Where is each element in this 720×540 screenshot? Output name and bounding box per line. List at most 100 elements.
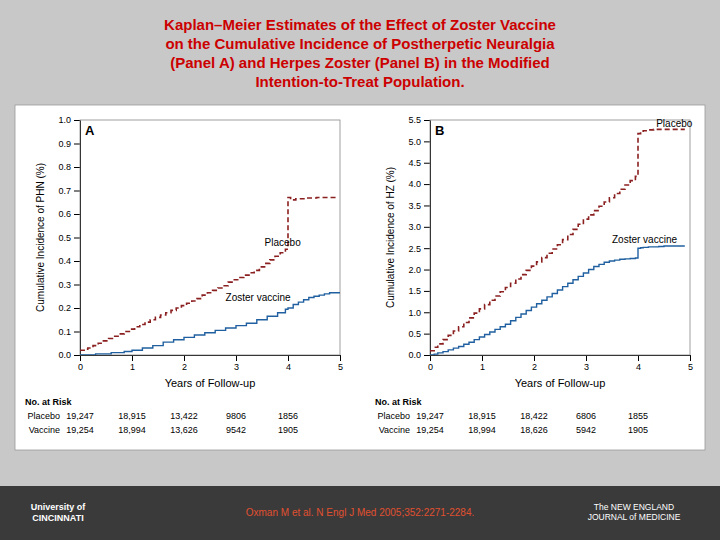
y-tick-mark [424,184,430,185]
title-line: on the Cumulative Incidence of Postherpe… [165,35,555,52]
x-tick-mark [236,355,237,361]
text-line: JOURNAL of MEDICINE [588,513,681,523]
x-tick-mark [586,355,587,361]
footer-bar [0,486,720,540]
x-tick-mark [534,355,535,361]
plot-frame [430,120,690,355]
x-tick: 0 [428,355,433,372]
y-tick-label: 0.0 [408,350,421,360]
at-risk-value: 5942 [576,425,596,435]
y-tick: 3.0 [408,222,430,232]
y-tick: 0.0 [58,350,80,360]
y-tick: 2.5 [408,244,430,254]
at-risk-value: 19,254 [416,425,444,435]
y-tick-mark [424,355,430,356]
title-line: Kaplan–Meier Estimates of the Effect of … [164,16,556,33]
at-risk-value: 18,915 [118,411,146,421]
x-tick-label: 4 [286,362,291,372]
x-tick: 1 [130,355,135,372]
panel-box [15,105,705,450]
y-tick-mark [74,285,80,286]
at-risk-row-name: Vaccine [29,425,60,435]
series-line [80,293,340,355]
y-tick: 0.7 [58,186,80,196]
y-tick: 4.5 [408,158,430,168]
x-tick-mark [132,355,133,361]
y-tick: 1.0 [408,308,430,318]
x-axis-title: Years of Follow-up [515,377,606,389]
curve-label: Zoster vaccine [226,292,291,303]
y-tick-label: 2.0 [408,265,421,275]
at-risk-value: 1905 [628,425,648,435]
at-risk-value: 18,422 [520,411,548,421]
x-tick-label: 2 [182,362,187,372]
x-tick-mark [288,355,289,361]
y-tick-label: 0.5 [58,233,71,243]
y-tick-label: 0.1 [58,327,71,337]
series-line [430,129,685,350]
series-group [80,198,340,355]
y-tick: 5.0 [408,137,430,147]
y-tick: 3.5 [408,201,430,211]
footer-text: University ofCINCINNATI [31,502,87,523]
at-risk-value: 13,626 [170,425,198,435]
curve-label: Zoster vaccine [612,234,677,245]
x-axis-line [81,356,341,362]
y-tick: 0.9 [58,139,80,149]
panel: 0123450.00.51.01.52.02.53.03.54.04.55.05… [375,115,693,435]
footer-text: Oxman M et al. N Engl J Med 2005;352:227… [246,507,474,518]
y-tick: 0.4 [58,256,80,266]
y-axis-line [424,121,431,356]
x-tick-label: 3 [234,362,239,372]
x-tick-label: 5 [688,362,693,372]
y-tick-mark [424,291,430,292]
background [0,0,720,540]
chart-title: Kaplan–Meier Estimates of the Effect of … [164,16,556,90]
plot-frame [80,120,340,355]
y-tick-label: 0.6 [58,209,71,219]
y-tick-label: 0.3 [58,280,71,290]
y-tick-label: 4.0 [408,179,421,189]
plot-area [80,120,340,355]
text-line: Oxman M et al. N Engl J Med 2005;352:227… [246,507,474,518]
x-tick: 2 [532,355,537,372]
at-risk-value: 18,994 [118,425,146,435]
y-tick-mark [74,214,80,215]
y-axis-line [74,121,81,356]
x-tick-mark [340,355,341,361]
x-axis: 012345 [428,355,693,372]
text-line: University of [31,502,87,512]
y-tick: 0.3 [58,280,80,290]
title-line: Intention-to-Treat Population. [255,73,464,90]
at-risk-title: No. at Risk [375,397,423,407]
series-group [430,129,685,355]
text-line: CINCINNATI [32,513,83,523]
x-axis-title: Years of Follow-up [165,377,256,389]
x-tick-label: 2 [532,362,537,372]
at-risk-value: 18,915 [468,411,496,421]
x-tick: 5 [688,355,693,372]
x-axis: 012345 [78,355,343,372]
y-tick-mark [74,238,80,239]
at-risk-value: 18,994 [468,425,496,435]
y-tick-mark [74,308,80,309]
footer-text: The NEW ENGLANDJOURNAL of MEDICINE [588,502,681,523]
y-tick: 0.1 [58,327,80,337]
x-tick: 4 [636,355,641,372]
y-tick-label: 1.5 [408,286,421,296]
y-tick-mark [424,312,430,313]
y-tick-mark [74,144,80,145]
plot-area [430,120,690,355]
y-tick-label: 4.5 [408,158,421,168]
x-tick-label: 0 [428,362,433,372]
x-tick-label: 4 [636,362,641,372]
x-tick-mark [690,355,691,361]
y-tick-mark [74,191,80,192]
y-tick: 0.5 [58,233,80,243]
y-tick: 1.0 [58,115,80,125]
curve-label: Placebo [656,118,693,129]
x-tick: 5 [338,355,343,372]
y-tick: 1.5 [408,286,430,296]
at-risk-value: 1855 [628,411,648,421]
y-tick: 4.0 [408,179,430,189]
